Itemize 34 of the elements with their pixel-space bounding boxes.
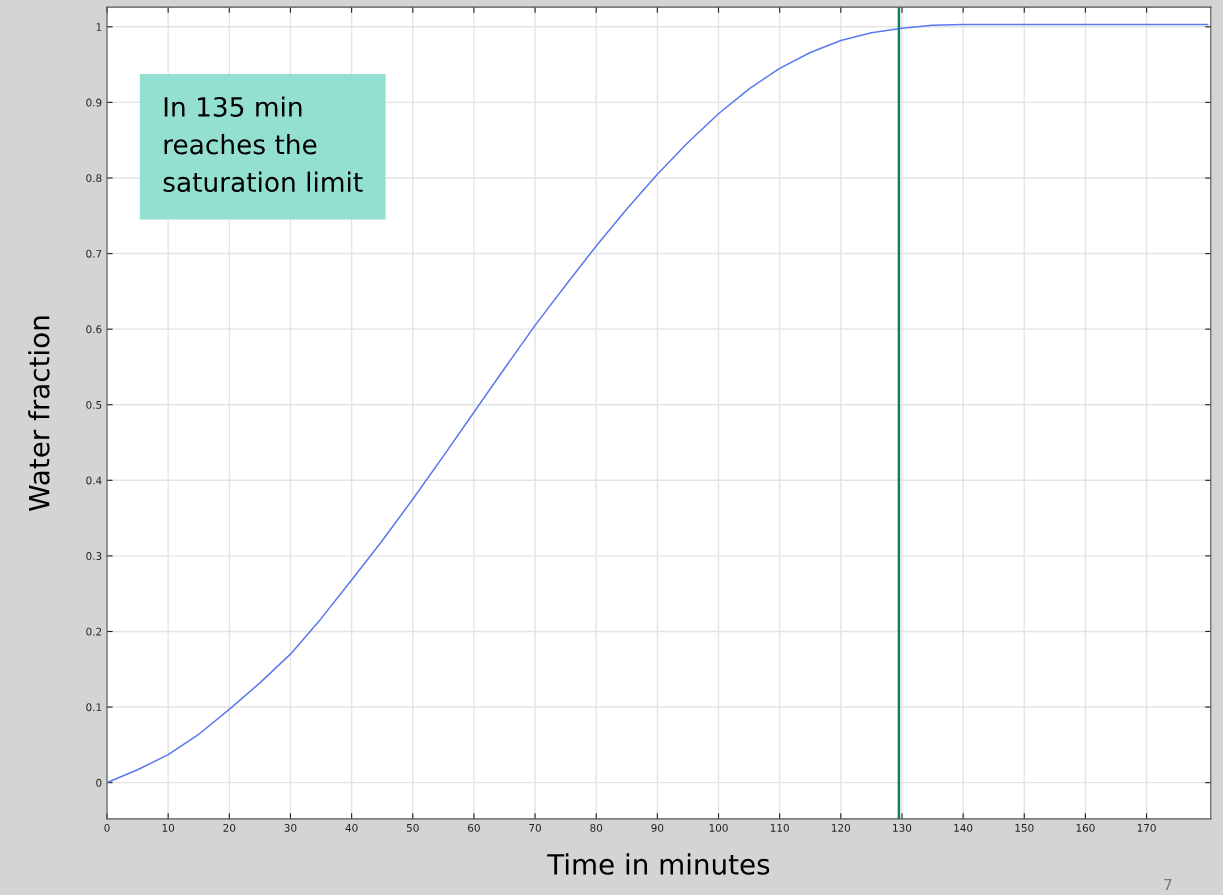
line-series bbox=[107, 23, 1209, 784]
y-tick-label: 1 bbox=[96, 23, 102, 31]
x-tick-label: 170 bbox=[1137, 823, 1156, 832]
text: 7 bbox=[1164, 878, 1172, 891]
y-tick-label: 0.8 bbox=[86, 174, 102, 183]
x-tick-label: 60 bbox=[468, 823, 480, 832]
x-tick-label: 160 bbox=[1076, 823, 1095, 832]
x-tick-label: 40 bbox=[345, 823, 358, 832]
x-tick-label: 20 bbox=[223, 823, 236, 832]
y-tick-label: 0.2 bbox=[86, 627, 102, 636]
y-tick-label: 0.9 bbox=[86, 98, 102, 107]
x-tick-label: 80 bbox=[590, 823, 603, 832]
y-tick-label: 0.5 bbox=[86, 400, 102, 409]
x-tick-label: 120 bbox=[832, 823, 851, 832]
x-tick-label: 140 bbox=[954, 823, 973, 832]
y-tick-label: 0.7 bbox=[86, 249, 102, 258]
x-tick-label: 30 bbox=[284, 823, 297, 832]
x-tick-label: 130 bbox=[893, 823, 912, 832]
x-tick-label: 70 bbox=[529, 823, 541, 832]
y-tick-label: 0 bbox=[96, 778, 102, 787]
x-tick-label: 50 bbox=[406, 823, 419, 832]
x-tick-label: 10 bbox=[162, 823, 175, 832]
y-axis-title: Water fraction bbox=[28, 316, 50, 511]
y-tick-label: 0.3 bbox=[86, 552, 102, 560]
y-tick-label: 0.4 bbox=[86, 476, 102, 485]
y-tick-label: 0.6 bbox=[86, 325, 102, 334]
x-tick-label: 100 bbox=[709, 823, 728, 832]
x-axis-title: Time in minutes bbox=[547, 853, 770, 875]
x-tick-label: 0 bbox=[104, 823, 110, 832]
annotation: In 135 min reaches the saturation limit bbox=[163, 96, 363, 193]
x-tick-label: 150 bbox=[1015, 823, 1034, 832]
x-tick-label: 90 bbox=[651, 823, 664, 832]
y-tick-label: 0.1 bbox=[86, 703, 102, 712]
x-tick-label: 110 bbox=[770, 823, 789, 832]
